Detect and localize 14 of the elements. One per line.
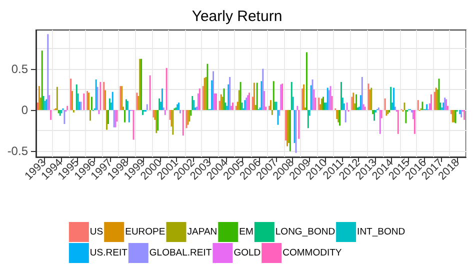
y-tick-label: 0 (21, 102, 28, 117)
legend-label: US.REIT (90, 248, 128, 258)
y-tick-label: -0.5 (7, 144, 28, 158)
legend-label: EUROPE (125, 226, 166, 238)
legend-label: GLOBAL.REIT (149, 248, 212, 258)
legend-label: LONG_BOND (275, 226, 336, 238)
legend-label: GOLD (234, 248, 261, 258)
legend-label: EM (239, 226, 254, 238)
legend-label: INT_BOND (357, 226, 406, 238)
y-tick-label: 0.5 (11, 62, 28, 76)
chart-title: Yearly Return (192, 8, 282, 25)
legend-label: COMMODITY (282, 248, 342, 258)
legend-label: US (90, 226, 104, 238)
legend-label: JAPAN (187, 226, 218, 238)
